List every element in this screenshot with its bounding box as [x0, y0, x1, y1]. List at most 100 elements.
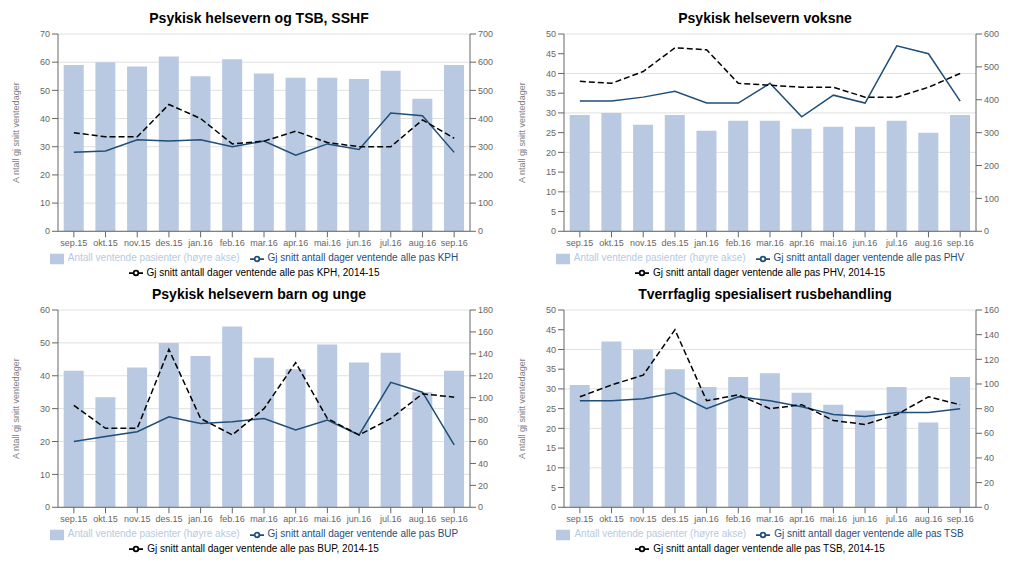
svg-text:30: 30: [546, 384, 556, 394]
svg-text:okt.15: okt.15: [599, 238, 624, 248]
svg-text:jan.16: jan.16: [187, 238, 213, 248]
svg-text:10: 10: [40, 470, 50, 480]
svg-text:60: 60: [40, 57, 50, 67]
svg-text:15: 15: [546, 443, 556, 453]
svg-text:600: 600: [984, 29, 999, 39]
svg-text:mar.16: mar.16: [756, 514, 784, 524]
svg-text:A ntall gj snitt ventedager: A ntall gj snitt ventedager: [517, 82, 527, 183]
svg-text:A ntall gj snitt ventedager: A ntall gj snitt ventedager: [11, 358, 21, 459]
svg-text:jan.16: jan.16: [693, 238, 719, 248]
svg-text:30: 30: [546, 108, 556, 118]
svg-text:jul.16: jul.16: [379, 238, 402, 248]
svg-text:120: 120: [984, 355, 999, 365]
svg-text:sep.15: sep.15: [566, 238, 593, 248]
svg-text:feb.16: feb.16: [220, 514, 245, 524]
svg-text:des.15: des.15: [155, 238, 182, 248]
svg-text:5: 5: [551, 483, 556, 493]
svg-text:40: 40: [478, 459, 488, 469]
svg-text:50: 50: [546, 305, 556, 315]
svg-text:0: 0: [984, 226, 989, 236]
svg-text:140: 140: [478, 349, 493, 359]
svg-text:sep.16: sep.16: [947, 514, 974, 524]
svg-text:60: 60: [478, 437, 488, 447]
svg-text:20: 20: [40, 170, 50, 180]
svg-text:40: 40: [546, 69, 556, 79]
svg-text:160: 160: [984, 305, 999, 315]
svg-text:aug.16: aug.16: [915, 514, 943, 524]
svg-text:A ntall gj snitt ventedager: A ntall gj snitt ventedager: [11, 82, 21, 183]
svg-text:mar.16: mar.16: [250, 514, 278, 524]
svg-text:40: 40: [546, 345, 556, 355]
svg-text:40: 40: [984, 453, 994, 463]
svg-text:20: 20: [984, 478, 994, 488]
svg-text:0: 0: [551, 226, 556, 236]
svg-text:jun.16: jun.16: [852, 238, 878, 248]
svg-text:0: 0: [984, 502, 989, 512]
svg-text:des.15: des.15: [661, 238, 688, 248]
svg-text:mai.16: mai.16: [314, 238, 341, 248]
svg-text:100: 100: [478, 198, 493, 208]
svg-text:100: 100: [478, 393, 493, 403]
svg-text:160: 160: [478, 327, 493, 337]
svg-text:jun.16: jun.16: [346, 238, 372, 248]
svg-text:jan.16: jan.16: [693, 514, 719, 524]
svg-text:jul.16: jul.16: [885, 238, 908, 248]
svg-text:20: 20: [546, 424, 556, 434]
svg-text:0: 0: [45, 226, 50, 236]
svg-text:sep.16: sep.16: [947, 238, 974, 248]
svg-text:25: 25: [546, 404, 556, 414]
svg-text:sep.15: sep.15: [60, 514, 87, 524]
svg-text:feb.16: feb.16: [220, 238, 245, 248]
svg-text:40: 40: [40, 114, 50, 124]
svg-text:15: 15: [546, 167, 556, 177]
svg-text:20: 20: [40, 437, 50, 447]
svg-text:30: 30: [40, 142, 50, 152]
svg-text:mai.16: mai.16: [314, 514, 341, 524]
svg-text:70: 70: [40, 29, 50, 39]
svg-text:300: 300: [984, 128, 999, 138]
svg-text:600: 600: [478, 57, 493, 67]
svg-text:feb.16: feb.16: [726, 238, 751, 248]
svg-text:40: 40: [40, 371, 50, 381]
svg-text:apr.16: apr.16: [789, 514, 814, 524]
svg-text:des.15: des.15: [155, 514, 182, 524]
svg-text:200: 200: [984, 161, 999, 171]
svg-text:mar.16: mar.16: [250, 238, 278, 248]
svg-text:aug.16: aug.16: [915, 238, 943, 248]
svg-text:45: 45: [546, 49, 556, 59]
svg-text:sep.15: sep.15: [566, 514, 593, 524]
svg-text:0: 0: [45, 502, 50, 512]
svg-text:35: 35: [546, 88, 556, 98]
svg-text:nov.15: nov.15: [124, 238, 150, 248]
svg-text:60: 60: [984, 428, 994, 438]
svg-text:45: 45: [546, 325, 556, 335]
svg-text:700: 700: [478, 29, 493, 39]
svg-text:feb.16: feb.16: [726, 514, 751, 524]
svg-text:0: 0: [551, 502, 556, 512]
svg-text:0: 0: [478, 226, 483, 236]
svg-text:apr.16: apr.16: [789, 238, 814, 248]
svg-text:400: 400: [478, 114, 493, 124]
svg-text:100: 100: [984, 379, 999, 389]
svg-text:180: 180: [478, 305, 493, 315]
svg-text:okt.15: okt.15: [93, 514, 118, 524]
svg-text:okt.15: okt.15: [93, 238, 118, 248]
svg-text:50: 50: [40, 86, 50, 96]
svg-text:0: 0: [478, 502, 483, 512]
svg-text:10: 10: [546, 187, 556, 197]
svg-text:mai.16: mai.16: [820, 514, 847, 524]
svg-text:50: 50: [546, 29, 556, 39]
svg-text:60: 60: [40, 305, 50, 315]
svg-text:10: 10: [40, 198, 50, 208]
svg-text:300: 300: [478, 142, 493, 152]
svg-text:20: 20: [546, 148, 556, 158]
svg-text:nov.15: nov.15: [630, 238, 656, 248]
svg-text:50: 50: [40, 338, 50, 348]
svg-text:20: 20: [478, 481, 488, 491]
svg-text:5: 5: [551, 207, 556, 217]
svg-text:500: 500: [478, 86, 493, 96]
svg-text:35: 35: [546, 364, 556, 374]
svg-text:25: 25: [546, 128, 556, 138]
svg-text:80: 80: [478, 415, 488, 425]
svg-text:sep.16: sep.16: [441, 238, 468, 248]
